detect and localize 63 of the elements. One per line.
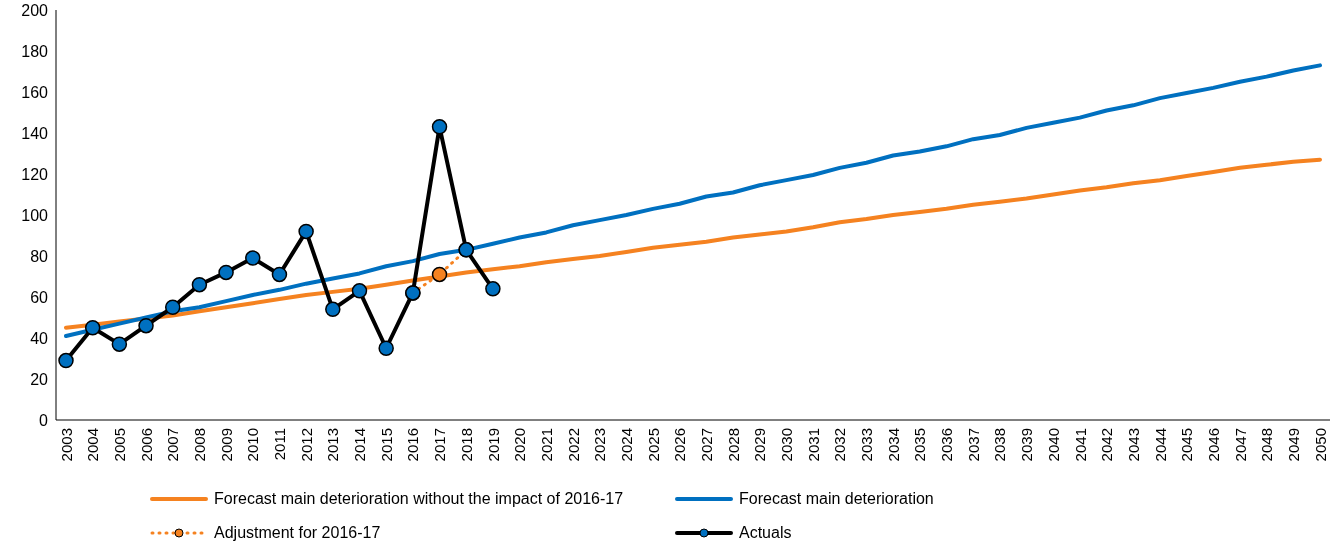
- x-tick-label: 2015: [377, 428, 395, 462]
- x-tick-label: 2014: [351, 428, 369, 462]
- x-tick-label: 2020: [511, 428, 529, 462]
- x-tick-label: 2047: [1231, 428, 1249, 462]
- x-tick-label: 2018: [457, 428, 475, 462]
- x-tick-label: 2017: [431, 428, 449, 462]
- x-tick-label: 2050: [1311, 428, 1329, 462]
- legend-label: Forecast main deterioration without the impact of 2016-17: [214, 490, 624, 508]
- x-tick-label: 2033: [858, 428, 876, 462]
- x-tick-label: 2022: [564, 428, 582, 462]
- x-tick-label: 2032: [831, 428, 849, 462]
- y-tick-label: 0: [39, 411, 49, 429]
- x-tick-label: 2042: [1098, 428, 1116, 462]
- x-tick-label: 2027: [697, 428, 715, 462]
- y-tick-label: 160: [21, 83, 49, 101]
- x-tick-label: 2021: [537, 428, 555, 462]
- x-tick-label: 2034: [884, 428, 902, 462]
- x-tick-label: 2044: [1151, 428, 1169, 462]
- x-tick-label: 2004: [84, 428, 102, 462]
- x-tick-label: 2007: [164, 428, 182, 462]
- x-tick-label: 2025: [644, 428, 662, 462]
- x-tick-label: 2030: [778, 428, 796, 462]
- legend-label: Adjustment for 2016-17: [214, 524, 381, 542]
- x-tick-label: 2013: [324, 428, 342, 462]
- y-tick-label: 80: [30, 247, 49, 265]
- x-tick-label: 2005: [111, 428, 129, 462]
- x-tick-label: 2019: [484, 428, 502, 462]
- x-tick-label: 2028: [724, 428, 742, 462]
- x-tick-label: 2010: [244, 428, 262, 462]
- x-tick-label: 2016: [404, 428, 422, 462]
- y-tick-label: 40: [30, 329, 49, 347]
- x-tick-label: 2009: [217, 428, 235, 462]
- x-tick-label: 2039: [1018, 428, 1036, 462]
- x-tick-label: 2043: [1124, 428, 1142, 462]
- y-tick-label: 140: [21, 124, 49, 142]
- y-tick-label: 20: [30, 370, 49, 388]
- x-tick-label: 2040: [1044, 428, 1062, 462]
- x-tick-label: 2023: [591, 428, 609, 462]
- y-tick-label: 120: [21, 165, 49, 183]
- x-tick-label: 2036: [938, 428, 956, 462]
- x-tick-label: 2049: [1284, 428, 1302, 462]
- x-tick-label: 2012: [297, 428, 315, 462]
- x-tick-label: 2011: [271, 428, 289, 461]
- legend-label: Forecast main deterioration: [739, 490, 934, 508]
- x-tick-label: 2048: [1258, 428, 1276, 462]
- x-tick-label: 2046: [1204, 428, 1222, 462]
- x-tick-label: 2035: [911, 428, 929, 462]
- x-tick-label: 2029: [751, 428, 769, 462]
- x-tick-label: 2041: [1071, 428, 1089, 462]
- x-tick-label: 2024: [617, 428, 635, 462]
- x-tick-label: 2038: [991, 428, 1009, 462]
- x-tick-label: 2026: [671, 428, 689, 462]
- y-tick-label: 100: [21, 206, 49, 224]
- x-tick-label: 2037: [964, 428, 982, 462]
- legend-label: Actuals: [739, 524, 792, 542]
- x-tick-label: 2003: [57, 428, 75, 462]
- x-tick-label: 2031: [804, 428, 822, 462]
- y-tick-label: 180: [21, 42, 49, 60]
- x-tick-label: 2008: [191, 428, 209, 462]
- x-tick-label: 2045: [1178, 428, 1196, 462]
- y-tick-label: 60: [30, 288, 49, 306]
- x-tick-label: 2006: [137, 428, 155, 462]
- y-tick-label: 200: [21, 1, 49, 19]
